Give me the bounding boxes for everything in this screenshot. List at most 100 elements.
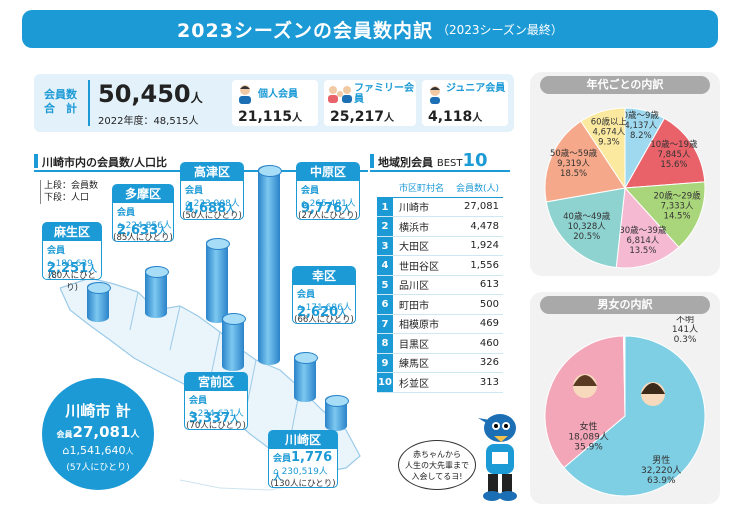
age-slice-label: 30歳〜39歳 6,814人 13.5% bbox=[619, 225, 667, 256]
age-slice-label: 0歳〜9歳 4,137人 8.2% bbox=[623, 110, 660, 141]
ranking-row: 9 練馬区 326 bbox=[377, 353, 503, 373]
age-slice bbox=[544, 120, 626, 203]
map-legend: 上段：会員数 下段：人口 bbox=[40, 180, 98, 204]
rank-city: 練馬区 bbox=[399, 359, 429, 371]
rank-city: 品川区 bbox=[399, 281, 429, 293]
ranking-row: 2 横浜市 4,478 bbox=[377, 217, 503, 237]
bar-tama bbox=[145, 266, 169, 318]
age-slice-label: 60歳以上 4,674人 9.3% bbox=[591, 116, 628, 147]
age-chart-panel: 年代ごとの内訳 0歳〜9歳 4,137人 8.2% 10歳〜19歳 7,845人 15.6… bbox=[530, 72, 720, 276]
rank-count: 469 bbox=[479, 318, 499, 330]
female-face-icon bbox=[573, 374, 597, 398]
total-value: 50,450人 bbox=[98, 80, 203, 108]
rank-city: 川崎市 bbox=[399, 203, 429, 215]
gender-slice-label: 男性 32,220人 63.9% bbox=[641, 454, 682, 486]
ranking-row: 4 世田谷区 1,556 bbox=[377, 256, 503, 276]
ranking-header: 地域別会員 BEST10 bbox=[370, 152, 510, 172]
bar-miyamae bbox=[222, 313, 246, 371]
ranking-row: 3 大田区 1,924 bbox=[377, 236, 503, 256]
gender-slice-label: 不明 141人 0.3% bbox=[672, 316, 698, 345]
total-label: 会員数 合 計 bbox=[44, 88, 77, 115]
rank-city: 杉並区 bbox=[399, 378, 429, 390]
rank-city: 目黒区 bbox=[399, 339, 429, 351]
gender-slice-label: 女性 18,089人 35.9% bbox=[568, 420, 609, 452]
rank-number: 8 bbox=[377, 334, 393, 353]
page-subtitle: （2023シーズン最終） bbox=[436, 22, 563, 37]
rank-number: 5 bbox=[377, 275, 393, 294]
ranking-header-row: 市区町村名 会員数(人) bbox=[377, 178, 503, 198]
gender-slice bbox=[544, 335, 626, 469]
ranking-table: 市区町村名 会員数(人) 1 川崎市 27,081 2 横浜市 4,478 3 大田区 1,92… bbox=[377, 178, 503, 393]
ward-asao: 麻生区 会員2,251人 ⌂ 180,639人 (80人にひとり) bbox=[42, 222, 102, 293]
ranking-row: 10 杉並区 313 bbox=[377, 373, 503, 393]
child-icon bbox=[430, 86, 440, 104]
prev-year-total: 2022年度：48,515人 bbox=[98, 116, 199, 127]
rank-number: 4 bbox=[377, 256, 393, 275]
bar-nakahara bbox=[258, 165, 282, 365]
rank-count: 613 bbox=[479, 279, 499, 291]
city-total-badge: 川崎市 計 会員27,081人 ⌂1,541,640人 (57人にひとり) bbox=[42, 378, 154, 490]
rank-number: 7 bbox=[377, 314, 393, 333]
rank-count: 27,081 bbox=[464, 201, 499, 213]
bar-asao bbox=[87, 282, 111, 322]
person-icon bbox=[239, 85, 251, 104]
rank-count: 500 bbox=[479, 298, 499, 310]
rank-number: 3 bbox=[377, 236, 393, 255]
ranking-row: 7 相模原市 469 bbox=[377, 314, 503, 334]
rank-number: 10 bbox=[377, 373, 393, 392]
age-slice bbox=[580, 107, 626, 190]
age-pie-chart: 0歳〜9歳 4,137人 8.2%10歳〜19歳 7,845人 15.6% 20歳〜29歳… bbox=[544, 107, 706, 269]
age-slice-label: 20歳〜29歳 7,333人 14.5% bbox=[653, 191, 701, 222]
rank-count: 460 bbox=[479, 337, 499, 349]
ward-saiwai: 幸区 会員2,620人 ⌂ 171,686人 (66人にひとり) bbox=[292, 266, 356, 325]
rank-number: 9 bbox=[377, 353, 393, 372]
age-slice bbox=[545, 187, 626, 269]
ranking-row: 8 目黒区 460 bbox=[377, 334, 503, 354]
age-slice bbox=[623, 181, 706, 248]
age-slice-label: 40歳〜49歳 10,328人 20.5% bbox=[563, 211, 611, 242]
mascot-icon bbox=[478, 414, 517, 501]
ranking-row: 5 品川区 613 bbox=[377, 275, 503, 295]
rank-city: 町田市 bbox=[399, 300, 429, 312]
rank-count: 4,478 bbox=[470, 220, 499, 232]
male-face-icon bbox=[641, 382, 665, 406]
age-slice-label: 10歳〜19歳 7,845人 15.6% bbox=[650, 139, 698, 170]
rank-count: 313 bbox=[479, 376, 499, 388]
divider bbox=[88, 80, 90, 126]
gender-pie-chart: 男性 32,220人 63.9% 女性 18,089人 35.9% 不明 141人 0.3% bbox=[544, 316, 706, 497]
ward-nakahara: 中原区 会員9,776人 ⌂ 265,401人 (27人にひとり) bbox=[296, 162, 360, 221]
gender-chart-panel: 男女の内訳 男性 32,220人 63.9% 女性 18,089人 35.9% 不明 141人… bbox=[530, 292, 720, 504]
age-chart-title: 年代ごとの内訳 bbox=[540, 76, 710, 94]
gender-chart-title: 男女の内訳 bbox=[540, 296, 710, 314]
ward-takatsu: 高津区 会員4,688人 ⌂ 233,908人 (50人にひとり) bbox=[180, 162, 244, 221]
rank-city: 世田谷区 bbox=[399, 261, 439, 273]
rank-number: 2 bbox=[377, 217, 393, 236]
member-summary: 会員数 合 計 50,450人 2022年度：48,515人 個人会員 21,1… bbox=[34, 74, 514, 132]
family-icon bbox=[328, 86, 352, 103]
speech-bubble: 赤ちゃんから 人生の大先輩まで 入会してるヨ! bbox=[398, 440, 476, 490]
bar-takatsu bbox=[206, 238, 230, 323]
rank-number: 6 bbox=[377, 295, 393, 314]
card-family: ファミリー会員 25,217人 bbox=[324, 80, 416, 126]
rank-city: 相模原市 bbox=[399, 320, 439, 332]
rank-city: 大田区 bbox=[399, 242, 429, 254]
ranking-row: 6 町田市 500 bbox=[377, 295, 503, 315]
ward-tama: 多摩区 会員2,633人 ⌂ 224,856人 (85人にひとり) bbox=[112, 184, 174, 243]
gender-slice bbox=[563, 335, 706, 497]
bar-saiwai bbox=[294, 352, 318, 402]
ward-kawasaki: 川崎区 会員1,776人 ⌂ 230,519人 (130人にひとり) bbox=[268, 430, 338, 489]
rank-count: 1,924 bbox=[470, 240, 499, 252]
ward-miyamae: 宮前区 会員3,337人 ⌂ 234,631人 (70人にひとり) bbox=[184, 372, 248, 431]
rank-count: 326 bbox=[479, 357, 499, 369]
rank-number: 1 bbox=[377, 197, 393, 216]
bar-kawasaki bbox=[325, 395, 349, 431]
age-slice-label: 50歳〜59歳 9,319人 18.5% bbox=[550, 148, 598, 179]
page-title-bar: 2023シーズンの会員数内訳 （2023シーズン最終） bbox=[22, 10, 718, 48]
age-slice bbox=[624, 117, 706, 189]
ranking-row: 1 川崎市 27,081 bbox=[377, 197, 503, 217]
page-title: 2023シーズンの会員数内訳 bbox=[177, 19, 433, 42]
age-slice bbox=[615, 186, 680, 269]
card-junior: ジュニア会員 4,118人 bbox=[422, 80, 508, 126]
ranking-rows: 1 川崎市 27,081 2 横浜市 4,478 3 大田区 1,924 4 世田谷区 1,556 5 品… bbox=[377, 197, 503, 393]
rank-city: 横浜市 bbox=[399, 222, 429, 234]
